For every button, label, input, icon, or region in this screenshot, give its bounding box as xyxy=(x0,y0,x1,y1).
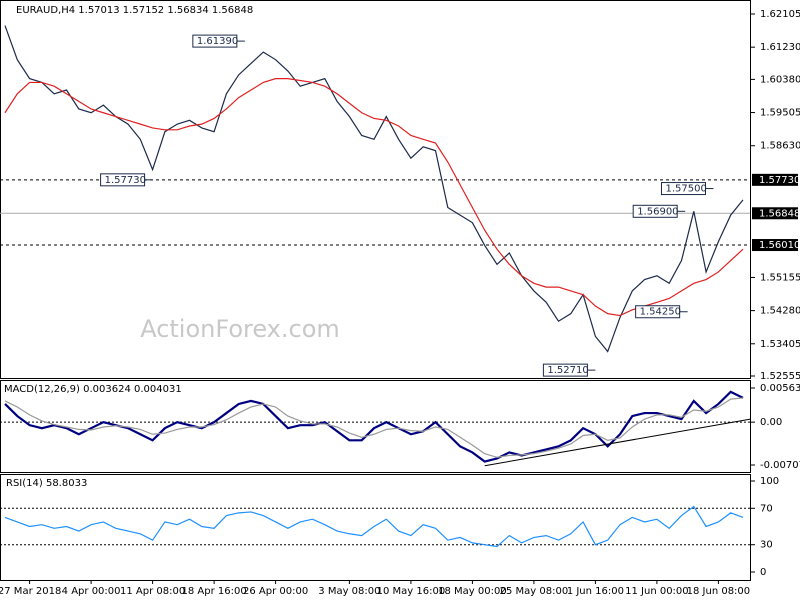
annotation-label: 1.56900 xyxy=(637,206,678,217)
y-tick-label: 1.58630 xyxy=(760,141,800,152)
x-tick-label: 1 Jun 16:00 xyxy=(567,586,624,597)
annotation-box xyxy=(100,173,146,187)
y-tick-label: 70 xyxy=(760,503,773,514)
x-tick-label: 18 Apr 16:00 xyxy=(181,586,246,597)
x-tick-label: 4 Apr 00:00 xyxy=(62,586,121,597)
series-line xyxy=(4,505,744,548)
level-box xyxy=(752,173,798,186)
y-tick-label: 0.00 xyxy=(760,417,782,428)
y-tick-label: 1.54280 xyxy=(760,306,800,317)
series-line xyxy=(4,78,744,317)
annotation-label: 1.52710 xyxy=(547,365,588,376)
annotation-box xyxy=(542,363,588,377)
series-line xyxy=(4,390,744,463)
annotation-label: 1.57500 xyxy=(665,184,706,195)
level-box xyxy=(752,239,798,252)
y-tick-label: 1.62105 xyxy=(760,9,800,20)
series-line xyxy=(4,397,744,458)
y-tick-label: 1.52555 xyxy=(760,371,800,382)
annotation-label: 1.61390 xyxy=(197,36,238,47)
y-tick-label: 100 xyxy=(760,476,779,487)
annotation-box xyxy=(635,305,681,319)
chart-title: EURAUD,H4 1.57013 1.57152 1.56834 1.5684… xyxy=(16,5,253,16)
level-label: 1.57730 xyxy=(759,175,800,186)
y-tick-label: 1.60380 xyxy=(760,74,800,85)
x-tick-label: 26 Apr 00:00 xyxy=(243,586,308,597)
macd-frame xyxy=(0,380,751,473)
annotation-box xyxy=(632,204,678,218)
y-tick-label: 30 xyxy=(760,540,773,551)
x-tick-label: 25 May 08:00 xyxy=(500,586,569,597)
annotation-box xyxy=(660,182,706,196)
series-line xyxy=(4,25,744,353)
x-tick-label: 10 May 16:00 xyxy=(377,586,446,597)
y-tick-label: -0.007075 xyxy=(760,460,800,471)
x-tick-label: 11 Jun 00:00 xyxy=(625,586,689,597)
watermark: ActionForex.com xyxy=(140,315,340,343)
y-tick-label: 1.59505 xyxy=(760,108,800,119)
x-tick-label: 18 May 00:00 xyxy=(438,586,507,597)
annotation-label: 1.57730 xyxy=(105,175,146,186)
annotation-box xyxy=(192,34,238,48)
y-tick-label: 1.53405 xyxy=(760,339,800,350)
y-tick-label: 1.55155 xyxy=(760,272,800,283)
level-label: 1.56848 xyxy=(759,208,800,219)
macd-title: MACD(12,26,9) 0.003624 0.004031 xyxy=(4,384,182,395)
y-tick-label: 1.61230 xyxy=(760,42,800,53)
level-label: 1.56010 xyxy=(759,240,800,251)
x-tick-label: 11 Apr 08:00 xyxy=(120,586,185,597)
rsi-title: RSI(14) 58.8033 xyxy=(6,478,87,489)
rsi-frame xyxy=(0,474,751,581)
price-frame xyxy=(0,0,751,379)
y-tick-label: 0 xyxy=(760,567,766,578)
x-tick-label: 27 Mar 2018 xyxy=(0,586,61,597)
annotation-label: 1.54250 xyxy=(640,307,681,318)
level-box xyxy=(752,207,798,220)
y-tick-label: 0.005636 xyxy=(760,383,800,394)
x-tick-label: 3 May 08:00 xyxy=(318,586,380,597)
x-tick-label: 18 Jun 08:00 xyxy=(687,586,751,597)
trend-line xyxy=(484,418,751,467)
